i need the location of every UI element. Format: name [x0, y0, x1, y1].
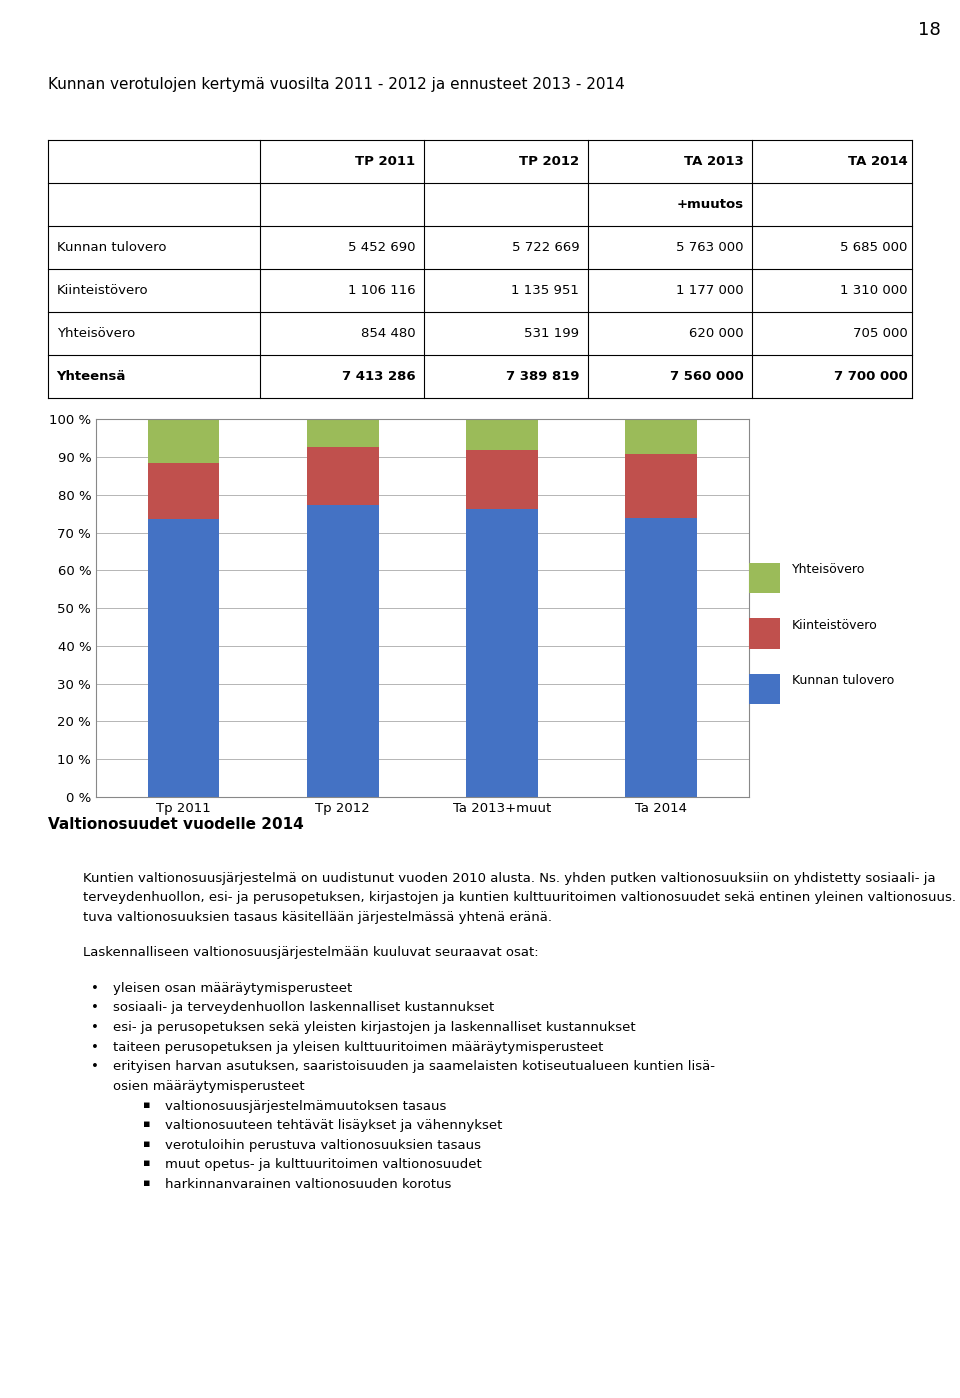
Bar [749, 674, 780, 705]
Text: osien määräytymisperusteet: osien määräytymisperusteet [113, 1079, 304, 1093]
Bar [148, 419, 220, 463]
Text: 1 310 000: 1 310 000 [840, 284, 908, 298]
Text: Yhteisövero: Yhteisövero [792, 563, 865, 576]
Text: TA 2013: TA 2013 [684, 155, 743, 168]
Text: •: • [91, 981, 99, 995]
Text: ▪: ▪ [143, 1179, 151, 1188]
Text: ▪: ▪ [143, 1139, 151, 1149]
Bar [749, 618, 780, 649]
Text: Valtionosuudet vuodelle 2014: Valtionosuudet vuodelle 2014 [48, 818, 303, 832]
Text: ▪: ▪ [143, 1120, 151, 1130]
Text: valtionosuuteen tehtävät lisäykset ja vähennykset: valtionosuuteen tehtävät lisäykset ja vä… [165, 1120, 502, 1132]
Bar [467, 450, 538, 509]
Text: •: • [91, 1021, 99, 1035]
Text: ▪: ▪ [143, 1159, 151, 1169]
Text: taiteen perusopetuksen ja yleisen kulttuuritoimen määräytymisperusteet: taiteen perusopetuksen ja yleisen kulttu… [113, 1040, 603, 1054]
Bar [749, 563, 780, 593]
Text: TA 2014: TA 2014 [848, 155, 908, 168]
Text: ▪: ▪ [143, 1100, 151, 1110]
Text: Yhteisövero: Yhteisövero [57, 327, 135, 340]
Text: Kuntien valtionosuusjärjestelmä on uudistunut vuoden 2010 alusta. Ns. yhden putk: Kuntien valtionosuusjärjestelmä on uudis… [83, 872, 935, 885]
Text: valtionosuusjärjestelmämuutoksen tasaus: valtionosuusjärjestelmämuutoksen tasaus [165, 1100, 446, 1113]
Text: Laskennalliseen valtionosuusjärjestelmään kuuluvat seuraavat osat:: Laskennalliseen valtionosuusjärjestelmää… [83, 946, 539, 959]
Text: verotuloihin perustuva valtionosuuksien tasaus: verotuloihin perustuva valtionosuuksien … [165, 1139, 481, 1152]
Bar [307, 419, 378, 446]
Text: 5 722 669: 5 722 669 [512, 240, 580, 254]
Text: 1 177 000: 1 177 000 [676, 284, 743, 298]
Text: Kunnan verotulojen kertymä vuosilta 2011 - 2012 ja ennusteet 2013 - 2014: Kunnan verotulojen kertymä vuosilta 2011… [48, 77, 625, 92]
Bar [625, 419, 697, 454]
Text: 7 700 000: 7 700 000 [834, 370, 908, 383]
Text: Kunnan tulovero: Kunnan tulovero [792, 674, 895, 686]
Text: 5 763 000: 5 763 000 [676, 240, 743, 254]
Text: +muutos: +muutos [677, 199, 743, 211]
Text: terveydenhuollon, esi- ja perusopetuksen, kirjastojen ja kuntien kulttuuritoimen: terveydenhuollon, esi- ja perusopetuksen… [83, 892, 960, 905]
Text: 1 106 116: 1 106 116 [348, 284, 416, 298]
Text: sosiaali- ja terveydenhuollon laskennalliset kustannukset: sosiaali- ja terveydenhuollon laskennall… [113, 1001, 494, 1015]
Text: 531 199: 531 199 [524, 327, 580, 340]
Text: Kiinteistövero: Kiinteistövero [792, 619, 877, 632]
Text: 5 685 000: 5 685 000 [840, 240, 908, 254]
Text: 854 480: 854 480 [361, 327, 416, 340]
Text: erityisen harvan asutuksen, saaristoisuuden ja saamelaisten kotiseutualueen kunt: erityisen harvan asutuksen, saaristoisuu… [113, 1060, 715, 1074]
Text: 7 560 000: 7 560 000 [670, 370, 743, 383]
Text: esi- ja perusopetuksen sekä yleisten kirjastojen ja laskennalliset kustannukset: esi- ja perusopetuksen sekä yleisten kir… [113, 1021, 636, 1035]
Bar [148, 519, 220, 797]
Text: Yhteensä: Yhteensä [57, 370, 126, 383]
Text: yleisen osan määräytymisperusteet: yleisen osan määräytymisperusteet [113, 981, 352, 995]
Text: 1 135 951: 1 135 951 [512, 284, 580, 298]
Text: Kiinteistövero: Kiinteistövero [57, 284, 148, 298]
Bar [625, 454, 697, 519]
Text: muut opetus- ja kulttuuritoimen valtionosuudet: muut opetus- ja kulttuuritoimen valtiono… [165, 1159, 481, 1172]
Bar [307, 505, 378, 797]
Text: TP 2012: TP 2012 [519, 155, 580, 168]
Text: •: • [91, 1060, 99, 1074]
Text: 5 452 690: 5 452 690 [348, 240, 416, 254]
Text: Kunnan tulovero: Kunnan tulovero [57, 240, 166, 254]
Text: TP 2011: TP 2011 [355, 155, 416, 168]
Text: tuva valtionosuuksien tasaus käsitellään järjestelmässä yhtenä eränä.: tuva valtionosuuksien tasaus käsitellään… [83, 911, 552, 924]
Text: 7 413 286: 7 413 286 [342, 370, 416, 383]
Text: •: • [91, 1040, 99, 1054]
Text: •: • [91, 1001, 99, 1015]
Text: harkinnanvarainen valtionosuuden korotus: harkinnanvarainen valtionosuuden korotus [165, 1179, 451, 1191]
Bar [148, 463, 220, 519]
Text: 18: 18 [918, 21, 941, 39]
Bar [625, 519, 697, 797]
Bar [307, 446, 378, 505]
Text: 620 000: 620 000 [689, 327, 743, 340]
Bar [467, 509, 538, 797]
Text: 705 000: 705 000 [852, 327, 908, 340]
Bar [467, 419, 538, 450]
Text: 7 389 819: 7 389 819 [506, 370, 580, 383]
